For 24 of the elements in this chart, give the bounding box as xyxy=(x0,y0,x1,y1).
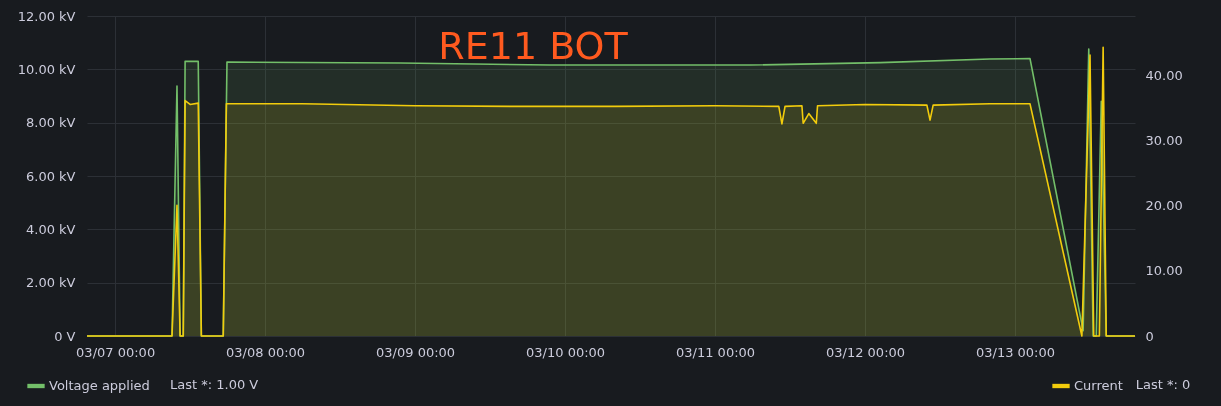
x-tick-label: 03/11 00:00 xyxy=(676,344,756,360)
x-tick-label: 03/07 00:00 xyxy=(76,344,156,360)
y2-tick-label: 30.00 xyxy=(1145,133,1183,149)
legend-label: Voltage applied xyxy=(49,378,150,393)
chart-title: RE11 BOT xyxy=(438,24,629,68)
x-tick-label: 03/10 00:00 xyxy=(526,344,606,360)
legend-label: Current xyxy=(1074,378,1123,393)
x-tick-label: 03/13 00:00 xyxy=(975,344,1056,360)
y-tick-label: 10.00 kV xyxy=(17,61,76,77)
y2-tick-label: 10.00 xyxy=(1145,263,1183,279)
y-tick-label: 4.00 kV xyxy=(26,221,76,237)
y-tick-label: 2.00 kV xyxy=(26,275,76,291)
text: Last *: 0 xyxy=(1135,377,1191,392)
y2-tick-label: 40.00 xyxy=(1145,68,1183,84)
y-tick-label: 12.00 kV xyxy=(17,8,76,24)
text: Last *: 1.00 V xyxy=(170,377,259,392)
y-tick-label: 8.00 kV xyxy=(26,115,76,131)
y2-tick-label: 20.00 xyxy=(1145,198,1183,214)
y-tick-label: 6.00 kV xyxy=(26,168,76,184)
y2-tick-label: 0 xyxy=(1145,328,1154,344)
y-tick-label: 0 V xyxy=(54,328,76,344)
x-tick-label: 03/12 00:00 xyxy=(826,344,906,360)
x-tick-label: 03/08 00:00 xyxy=(226,344,306,360)
x-tick-label: 03/09 00:00 xyxy=(376,344,456,360)
